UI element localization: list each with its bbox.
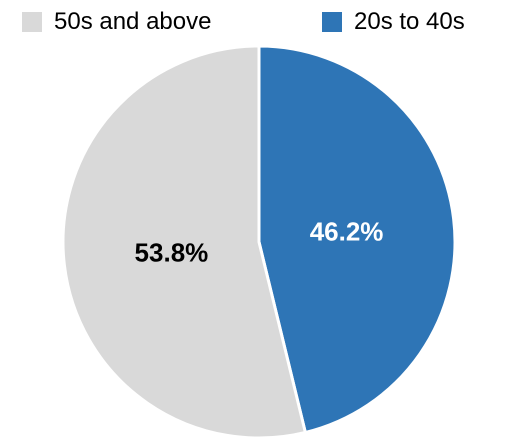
- legend-label-50s-and-above: 50s and above: [54, 8, 212, 35]
- slice-value-label-20s-to-40s: 46.2%: [310, 216, 384, 246]
- chart-legend: 50s and above 20s to 40s: [0, 0, 510, 44]
- legend-label-20s-to-40s: 20s to 40s: [354, 8, 465, 35]
- legend-item-20s-to-40s: 20s to 40s: [322, 8, 465, 36]
- legend-swatch-50s-and-above: [22, 12, 42, 32]
- legend-item-50s-and-above: 50s and above: [22, 8, 211, 36]
- legend-swatch-20s-to-40s: [322, 12, 342, 32]
- slice-value-label-50s-and-above: 53.8%: [135, 238, 209, 268]
- pie-slice-20s-to-40s: [257, 44, 457, 434]
- pie-slice-50s-and-above: [61, 44, 307, 439]
